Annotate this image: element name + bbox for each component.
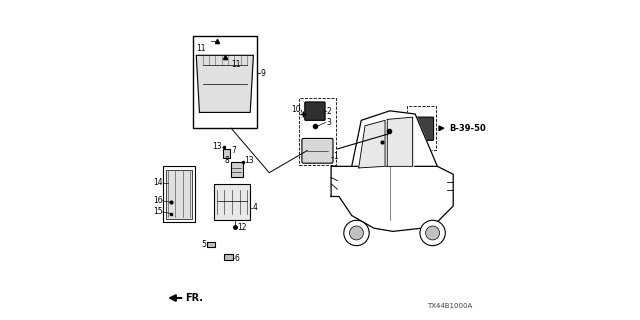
- Polygon shape: [352, 111, 437, 166]
- Text: 16: 16: [153, 196, 163, 205]
- Text: 5: 5: [202, 240, 207, 249]
- Polygon shape: [358, 120, 385, 168]
- Text: 9: 9: [260, 68, 265, 77]
- Bar: [300, 98, 336, 165]
- Text: 7: 7: [232, 146, 236, 155]
- Text: 13: 13: [244, 156, 253, 165]
- Text: 13: 13: [212, 142, 221, 151]
- Text: 4: 4: [252, 203, 257, 212]
- Circle shape: [426, 226, 440, 240]
- Text: 15: 15: [153, 207, 163, 216]
- Polygon shape: [387, 117, 413, 166]
- FancyBboxPatch shape: [410, 117, 433, 140]
- Bar: [207, 242, 215, 247]
- Circle shape: [349, 226, 364, 240]
- FancyBboxPatch shape: [302, 139, 333, 163]
- Text: 8: 8: [225, 156, 230, 165]
- Bar: [166, 170, 191, 219]
- Text: 12: 12: [237, 223, 247, 232]
- Bar: [214, 184, 250, 220]
- Text: 14: 14: [153, 179, 163, 188]
- Circle shape: [420, 220, 445, 246]
- Text: FR.: FR.: [185, 293, 203, 303]
- Bar: [163, 166, 195, 222]
- Text: 11: 11: [196, 44, 206, 53]
- Text: 11: 11: [231, 60, 241, 69]
- Text: B-39-50: B-39-50: [449, 124, 486, 133]
- Bar: [230, 162, 243, 178]
- Bar: [223, 149, 230, 158]
- Text: 1: 1: [333, 152, 339, 161]
- Text: 6: 6: [234, 253, 239, 262]
- FancyBboxPatch shape: [305, 102, 325, 120]
- Text: 10: 10: [291, 105, 301, 114]
- Text: 2: 2: [326, 107, 331, 116]
- Text: TX44B1000A: TX44B1000A: [427, 303, 472, 309]
- Bar: [193, 36, 257, 128]
- Text: 3: 3: [326, 118, 332, 127]
- Bar: [224, 253, 233, 260]
- Polygon shape: [196, 55, 253, 112]
- Bar: [407, 106, 436, 150]
- Circle shape: [344, 220, 369, 246]
